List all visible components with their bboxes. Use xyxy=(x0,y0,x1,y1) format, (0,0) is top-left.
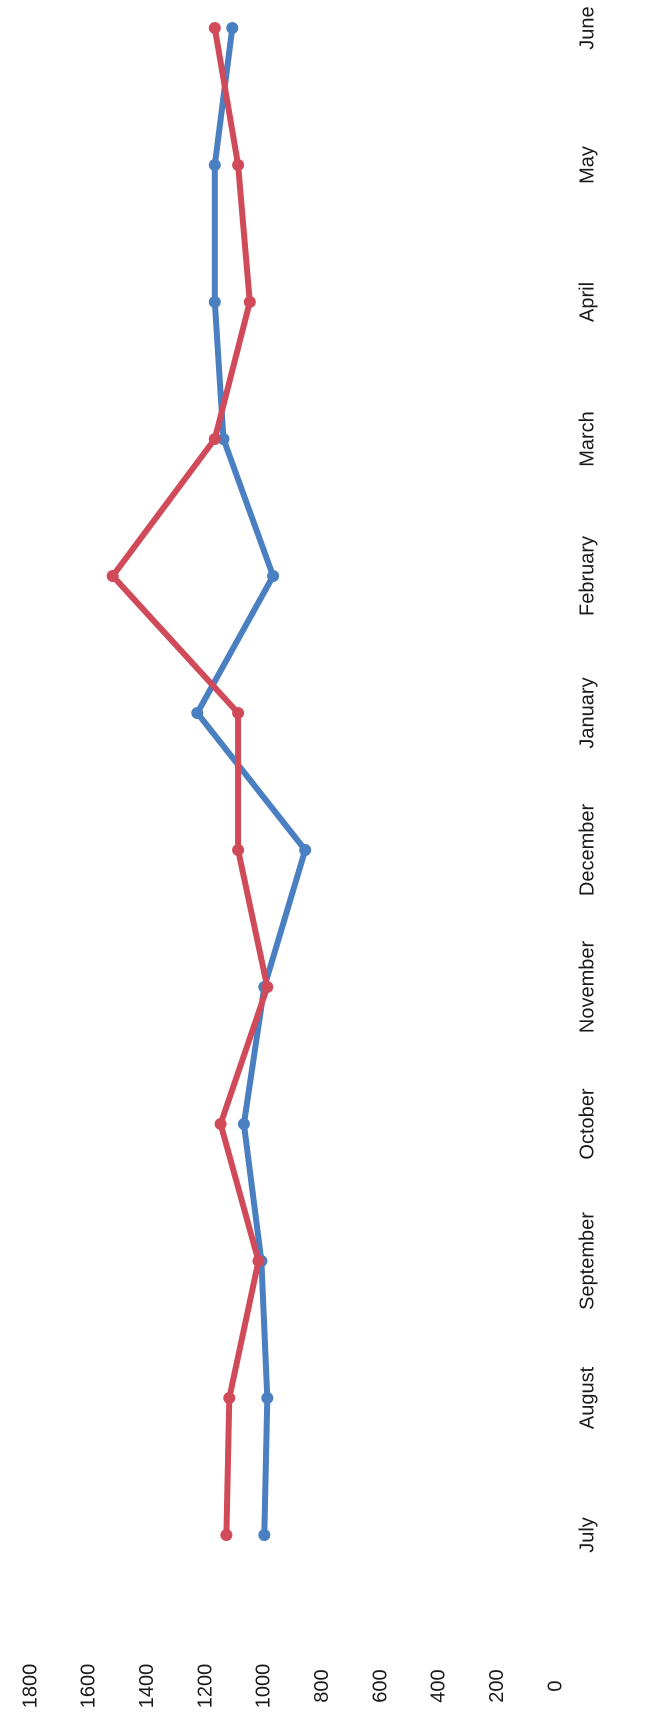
series-point xyxy=(208,296,221,308)
y-tick-label: 600 xyxy=(369,1669,391,1702)
series-point xyxy=(106,570,119,582)
x-tick-label: June xyxy=(576,6,598,49)
series-point xyxy=(223,1392,236,1404)
y-tick-label: 200 xyxy=(486,1669,508,1702)
series-line xyxy=(109,25,271,1538)
x-tick-label: April xyxy=(576,282,598,322)
series-point xyxy=(232,707,245,719)
x-axis: July August September October November Decemb… xyxy=(576,6,598,1552)
series-point xyxy=(252,1255,265,1267)
y-axis: 0 200 400 600 800 1000 1200 1400 1600 1800 xyxy=(19,1664,566,1709)
series-point xyxy=(208,433,221,445)
series-point xyxy=(237,1118,250,1130)
y-tick-label: 1800 xyxy=(19,1664,41,1709)
x-tick-label: November xyxy=(576,941,598,1034)
x-tick-label: February xyxy=(576,536,598,616)
y-tick-label: 1000 xyxy=(253,1664,275,1709)
x-tick-label: March xyxy=(576,411,598,467)
y-tick-label: 0 xyxy=(544,1680,566,1691)
series-point xyxy=(191,707,204,719)
series-point xyxy=(258,1529,271,1541)
series-point xyxy=(208,159,221,171)
series-point xyxy=(208,22,221,34)
series-point xyxy=(267,570,280,582)
x-tick-label: August xyxy=(576,1366,598,1429)
series-point xyxy=(261,1392,274,1404)
series-point xyxy=(220,1529,233,1541)
series-point xyxy=(217,433,230,445)
series-layer xyxy=(106,22,312,1541)
series-line xyxy=(194,25,309,1538)
x-tick-label: December xyxy=(576,804,598,897)
y-tick-label: 1400 xyxy=(136,1664,158,1709)
series-point xyxy=(232,844,245,856)
x-tick-label: October xyxy=(576,1088,598,1159)
y-tick-label: 400 xyxy=(428,1669,450,1702)
x-tick-label: September xyxy=(576,1212,598,1310)
series-point xyxy=(243,296,256,308)
series-point xyxy=(226,22,239,34)
y-tick-label: 800 xyxy=(311,1669,333,1702)
series-point xyxy=(232,159,245,171)
series-point xyxy=(261,981,274,993)
series-point xyxy=(299,844,312,856)
x-tick-label: January xyxy=(576,677,598,748)
y-tick-label: 1600 xyxy=(78,1664,100,1709)
x-tick-label: May xyxy=(576,146,598,184)
series-point xyxy=(214,1118,227,1130)
y-tick-label: 1200 xyxy=(194,1664,216,1709)
x-tick-label: July xyxy=(576,1517,598,1553)
